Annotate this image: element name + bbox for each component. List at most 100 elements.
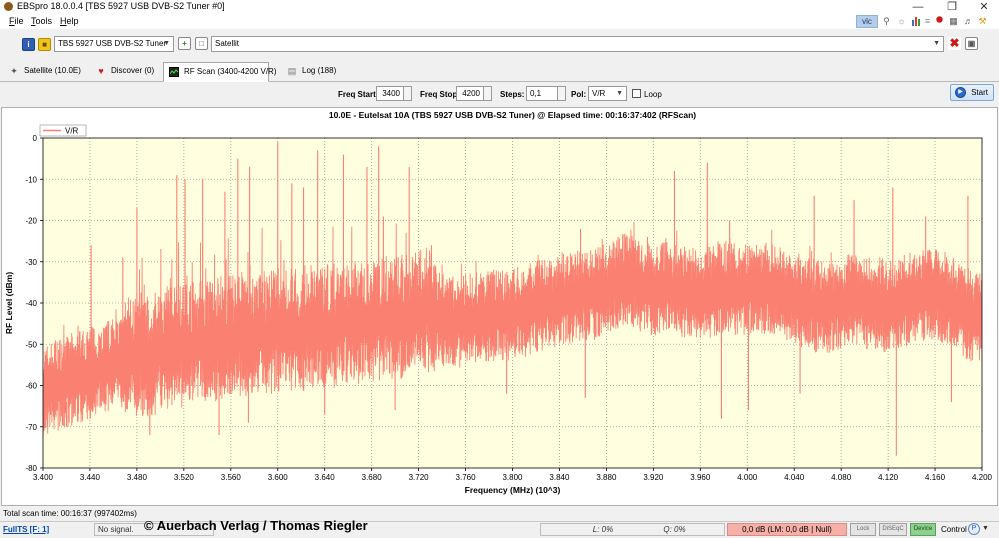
tab-log-label: Log (188) (302, 66, 337, 75)
freq-stop-label: Freq Stop: (420, 90, 460, 99)
lock-led: Lock (850, 523, 876, 536)
add-tuner-icon[interactable]: + (178, 37, 191, 50)
scan-icon (169, 67, 179, 77)
x-tick-label: 3.880 (596, 473, 617, 482)
pol-label: Pol: (571, 90, 587, 99)
tab-discover-label: Discover (0) (111, 66, 155, 75)
freq-start-spinner[interactable] (404, 86, 412, 101)
satellite-icon: ✦ (10, 66, 18, 76)
y-tick-label: -60 (25, 382, 37, 391)
x-tick-label: 3.480 (127, 473, 148, 482)
tab-rf-scan-label: RF Scan (3400-4200 V/R) (184, 67, 277, 76)
x-tick-label: 3.800 (502, 473, 523, 482)
rf-scan-chart: 10.0E - Eutelsat 10A (TBS 5927 USB DVB-S… (4, 110, 993, 495)
search-icon[interactable]: ⚲ (883, 16, 890, 26)
chevron-down-icon: ▼ (616, 90, 623, 97)
plot-frame (42, 137, 983, 469)
heart-icon: ♥ (98, 66, 104, 76)
y-tick-label: -80 (25, 464, 37, 473)
start-button[interactable]: ▶ Start (950, 84, 994, 101)
freq-start-label: Freq Start: (338, 90, 379, 99)
x-axis-label: Frequency (MHz) (10^3) (465, 485, 561, 495)
tab-discover[interactable]: ♥ Discover (0) (91, 62, 156, 82)
control-dropdown-icon[interactable]: ▼ (982, 525, 989, 532)
chevron-down-icon: ▼ (163, 40, 170, 47)
x-tick-label: 4.120 (878, 473, 899, 482)
app-icon (4, 2, 13, 11)
x-tick-label: 3.440 (80, 473, 101, 482)
x-tick-label: 4.160 (925, 473, 946, 482)
y-tick-label: -50 (25, 340, 37, 349)
tab-log[interactable]: ▤ Log (188) (282, 62, 342, 82)
log-icon: ▤ (287, 66, 297, 76)
signal-status: No signal. (94, 523, 214, 536)
menu-help[interactable]: Help (60, 16, 79, 26)
x-tick-label: 3.640 (315, 473, 336, 482)
satellite-dish-icon[interactable]: ☼ (897, 16, 906, 26)
pol-select[interactable]: V/R ▼ (588, 86, 627, 101)
series-v-r (43, 142, 982, 456)
x-tick-label: 3.720 (409, 473, 430, 482)
delete-icon[interactable]: ✖ (948, 36, 961, 50)
freq-start-input[interactable]: 3400 (376, 86, 404, 101)
copyright-watermark: © Auerbach Verlag / Thomas Riegler (144, 518, 368, 533)
steps-label: Steps: (500, 90, 525, 99)
maximize-button[interactable]: ❐ (947, 1, 957, 13)
tuner-settings-icon[interactable]: □ (195, 37, 208, 50)
x-tick-label: 3.520 (174, 473, 195, 482)
title-bar (0, 0, 999, 14)
tuner-select[interactable]: TBS 5927 USB DVB-S2 Tuner ▼ (54, 36, 174, 52)
x-tick-label: 3.760 (456, 473, 477, 482)
tab-rf-scan[interactable]: RF Scan (3400-4200 V/R) (163, 62, 277, 82)
x-tick-label: 4.040 (784, 473, 805, 482)
info-icon[interactable]: i (22, 38, 35, 51)
tools-icon[interactable]: ⚒ (978, 16, 987, 26)
control-status-icon[interactable]: P (968, 523, 980, 535)
speaker-icon[interactable]: ♬ (964, 16, 973, 26)
y-tick-label: -70 (25, 423, 37, 432)
legend-box (39, 124, 87, 137)
menu-file[interactable]: File (9, 16, 24, 26)
loop-checkbox[interactable] (632, 89, 641, 98)
menu-bar (0, 14, 999, 29)
y-axis-label: RF Level (dBm) (4, 272, 14, 335)
x-tick-label: 3.600 (268, 473, 289, 482)
y-tick-label: 0 (33, 134, 38, 143)
start-button-label: Start (971, 88, 988, 97)
tab-satellite[interactable]: ✦ Satellite (10.0E) (4, 62, 82, 82)
tab-satellite-label: Satellite (10.0E) (24, 66, 81, 75)
lock-icon[interactable]: ■ (38, 38, 51, 51)
y-tick-label: -10 (25, 175, 37, 184)
menu-tools[interactable]: Tools (31, 16, 53, 26)
spectrum-trace (43, 221, 982, 438)
close-window-button[interactable]: ✕ (979, 1, 989, 13)
grid-icon[interactable]: ▦ (949, 16, 958, 26)
freq-stop-spinner[interactable] (484, 86, 492, 101)
diseqc-led: DiSEqC (879, 523, 907, 536)
save-icon[interactable]: ▣ (965, 37, 978, 50)
lines-icon[interactable]: ≡ (924, 16, 931, 26)
steps-spinner[interactable] (558, 86, 566, 101)
record-icon[interactable] (933, 15, 946, 28)
freq-stop-input[interactable]: 4200 (456, 86, 484, 101)
chart-title: 10.0E - Eutelsat 10A (TBS 5927 USB DVB-S… (329, 110, 696, 120)
x-tick-label: 4.200 (972, 473, 993, 482)
fullts-link[interactable]: FullTS [F: 1] (3, 525, 50, 534)
x-tick-label: 4.000 (737, 473, 758, 482)
bar-chart-icon[interactable] (910, 15, 923, 28)
steps-input[interactable]: 0,1 (526, 86, 558, 101)
minimize-button[interactable]: — (912, 1, 924, 13)
control-label: Control (941, 525, 967, 534)
window-title: EBSpro 18.0.0.4 [TBS 5927 USB DVB-S2 Tun… (17, 1, 225, 11)
y-tick-label: -20 (25, 217, 37, 226)
db-indicator: 0,0 dB (LM: 0,0 dB | Null) (727, 523, 847, 536)
loop-label: Loop (644, 90, 662, 99)
vlc-button[interactable]: vlc (856, 15, 878, 28)
x-tick-label: 3.960 (690, 473, 711, 482)
source-select[interactable]: Satellit ▼ (211, 36, 944, 52)
y-tick-label: -40 (25, 299, 37, 308)
quality-indicator: Q: 0% (625, 523, 725, 536)
total-scan-time: Total scan time: 00:16:37 (997402ms) (3, 509, 137, 518)
device-led: Device (910, 523, 936, 536)
chevron-down-icon: ▼ (933, 40, 940, 47)
